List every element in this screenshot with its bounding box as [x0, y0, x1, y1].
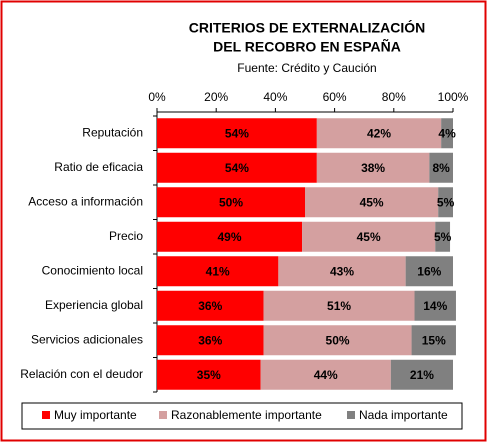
- data-label: 38%: [361, 161, 385, 175]
- chart-title: DEL RECOBRO EN ESPAÑA: [213, 38, 401, 55]
- data-label: 5%: [437, 195, 455, 209]
- legend-swatch: [347, 411, 355, 419]
- data-label: 5%: [434, 230, 452, 244]
- data-label: 54%: [225, 161, 249, 175]
- bar-segment: [316, 118, 442, 149]
- y-tick-label: Ratio de eficacia: [54, 160, 143, 174]
- bar-segment: [263, 325, 412, 356]
- legend-swatch: [42, 411, 50, 419]
- x-tick-label: 60%: [323, 90, 347, 104]
- bar-segment: [157, 359, 261, 390]
- y-tick-label: Acceso a información: [28, 194, 143, 208]
- bar-segment: [157, 221, 303, 252]
- x-tick-label: 20%: [204, 90, 228, 104]
- bar-segment: [414, 290, 456, 321]
- data-label: 42%: [367, 126, 391, 140]
- data-label: 50%: [219, 195, 243, 209]
- bar-segment: [157, 152, 317, 183]
- legend-swatch: [159, 411, 167, 419]
- data-label: 44%: [314, 368, 338, 382]
- bar-segment: [157, 325, 264, 356]
- y-tick-label: Experiencia global: [45, 298, 143, 312]
- data-label: 15%: [422, 333, 446, 347]
- legend-box: [21, 402, 463, 430]
- data-label: 14%: [423, 299, 447, 313]
- y-tick-label: Servicios adicionales: [31, 332, 143, 346]
- data-label: 36%: [198, 333, 222, 347]
- bar-segment: [411, 325, 456, 356]
- bar-segment: [316, 152, 430, 183]
- bar-segment: [305, 187, 439, 218]
- bar-segment: [157, 256, 279, 287]
- chart-title: CRITERIOS DE EXTERNALIZACIÓN: [189, 19, 425, 36]
- data-label: 8%: [432, 161, 450, 175]
- data-label: 4%: [438, 126, 456, 140]
- x-tick-label: 40%: [263, 90, 287, 104]
- data-label: 16%: [417, 264, 441, 278]
- data-label: 43%: [330, 264, 354, 278]
- data-label: 36%: [198, 299, 222, 313]
- data-label: 51%: [327, 299, 351, 313]
- bar-segment: [441, 118, 453, 149]
- bar-segment: [429, 152, 453, 183]
- bar-segment: [157, 187, 305, 218]
- data-label: 45%: [360, 195, 384, 209]
- data-label: 54%: [225, 126, 249, 140]
- bar-segment: [405, 256, 453, 287]
- bar-segment: [260, 359, 391, 390]
- data-label: 21%: [410, 368, 434, 382]
- x-tick-label: 0%: [148, 90, 166, 104]
- y-tick-label: Relación con el deudor: [20, 367, 143, 381]
- bar-segment: [390, 359, 453, 390]
- data-label: 35%: [197, 368, 221, 382]
- legend-label: Nada importante: [359, 408, 448, 422]
- legend-label: Muy importante: [54, 408, 137, 422]
- y-tick-label: Precio: [109, 229, 143, 243]
- y-tick-label: Reputación: [82, 125, 143, 139]
- x-tick-label: 100%: [438, 90, 469, 104]
- data-label: 50%: [326, 333, 350, 347]
- bar-segment: [438, 187, 453, 218]
- bar-segment: [435, 221, 451, 252]
- chart-subtitle: Fuente: Crédito y Caución: [237, 61, 376, 75]
- y-tick-label: Conocimiento local: [42, 263, 143, 277]
- bar-segment: [278, 256, 406, 287]
- bar-segment: [263, 290, 415, 321]
- bar-segment: [157, 118, 317, 149]
- data-label: 49%: [218, 230, 242, 244]
- legend-label: Razonablemente importante: [171, 408, 322, 422]
- data-label: 41%: [206, 264, 230, 278]
- data-label: 45%: [357, 230, 381, 244]
- bar-segment: [157, 290, 264, 321]
- x-tick-label: 80%: [382, 90, 406, 104]
- bar-segment: [302, 221, 436, 252]
